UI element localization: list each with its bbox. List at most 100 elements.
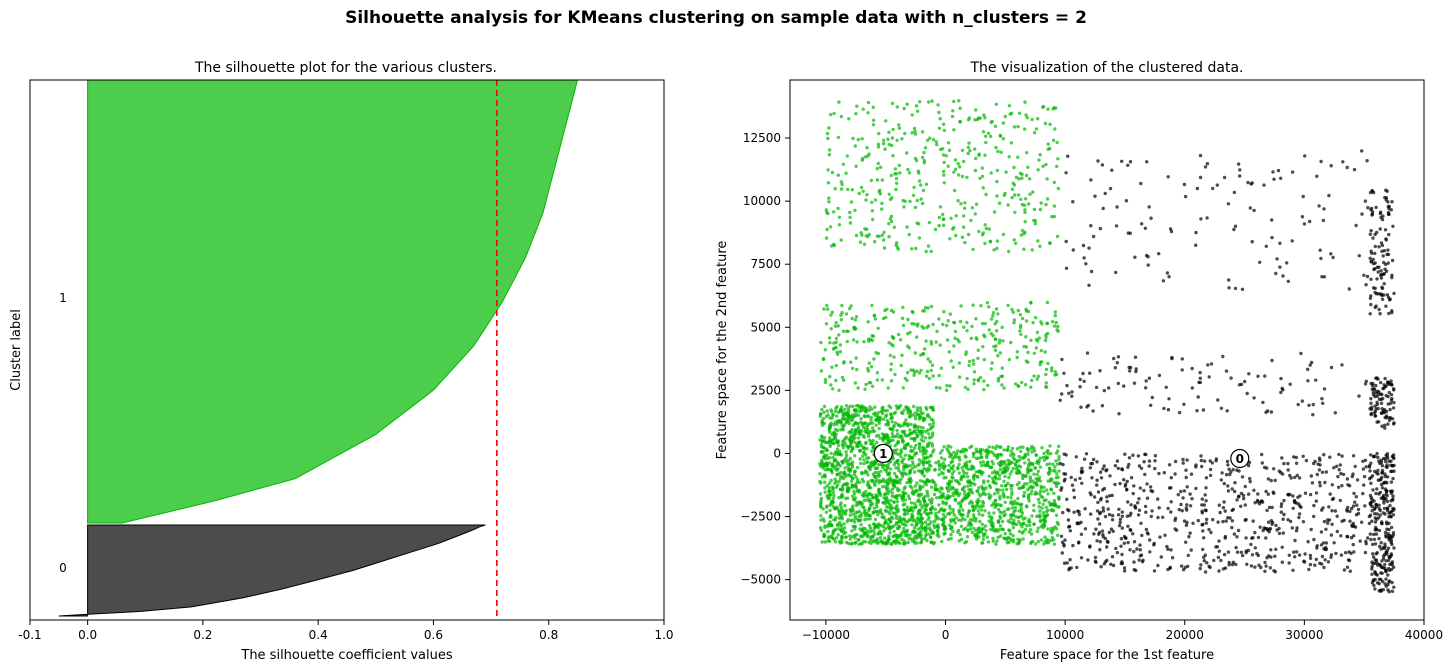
scatter-point-cluster-0	[1269, 555, 1273, 559]
scatter-point-cluster-0	[1147, 205, 1151, 209]
scatter-point-cluster-1	[941, 169, 946, 174]
scatter-point-cluster-0	[1184, 475, 1188, 480]
scatter-point-cluster-1	[952, 469, 956, 473]
scatter-point-cluster-0	[1223, 509, 1227, 513]
scatter-point-cluster-0	[1073, 478, 1078, 482]
scatter-point-cluster-1	[865, 193, 869, 197]
scatter-point-cluster-1	[949, 445, 953, 449]
scatter-point-cluster-1	[865, 227, 869, 231]
scatter-point-cluster-1	[925, 522, 930, 527]
scatter-point-cluster-0	[1139, 553, 1144, 557]
scatter-point-cluster-0	[1297, 553, 1302, 557]
scatter-point-cluster-1	[956, 449, 960, 453]
scatter-point-cluster-1	[852, 492, 857, 496]
scatter-point-cluster-1	[861, 505, 865, 509]
scatter-point-cluster-1	[850, 541, 855, 545]
scatter-point-cluster-1	[864, 198, 868, 202]
scatter-point-cluster-1	[946, 512, 950, 516]
scatter-point-cluster-1	[899, 363, 903, 368]
scatter-point-cluster-1	[874, 497, 879, 501]
scatter-point-cluster-1	[1025, 151, 1029, 155]
scatter-point-cluster-0	[1120, 514, 1125, 518]
scatter-point-cluster-0	[1253, 501, 1257, 505]
scatter-point-cluster-1	[871, 105, 875, 110]
scatter-point-cluster-1	[874, 423, 878, 427]
scatter-point-cluster-0	[1335, 464, 1339, 468]
scatter-point-cluster-1	[1013, 241, 1018, 245]
scatter-point-cluster-1	[953, 479, 958, 483]
scatter-point-cluster-0	[1180, 357, 1185, 361]
scatter-point-cluster-0	[1366, 536, 1370, 540]
scatter-point-cluster-1	[1006, 445, 1011, 449]
scatter-point-cluster-0	[1358, 539, 1362, 543]
scatter-point-cluster-0	[1236, 162, 1241, 166]
scatter-point-cluster-1	[1052, 204, 1057, 208]
silhouette-x-tick-label: 0.6	[424, 628, 443, 642]
scatter-point-cluster-0	[1365, 159, 1369, 163]
scatter-point-cluster-1	[941, 153, 946, 157]
scatter-point-cluster-1	[963, 454, 967, 458]
scatter-point-cluster-0	[1195, 409, 1199, 413]
scatter-point-cluster-1	[893, 167, 898, 171]
scatter-point-cluster-0	[1389, 480, 1394, 484]
scatter-point-cluster-0	[1292, 550, 1296, 554]
scatter-point-cluster-1	[950, 479, 954, 483]
scatter-point-cluster-1	[822, 436, 827, 440]
scatter-point-cluster-1	[885, 307, 889, 311]
scatter-point-cluster-0	[1382, 282, 1386, 286]
scatter-point-cluster-1	[1038, 153, 1042, 157]
scatter-point-cluster-1	[871, 472, 876, 476]
scatter-point-cluster-0	[1179, 502, 1183, 507]
scatter-point-cluster-1	[863, 387, 867, 391]
scatter-point-cluster-0	[1248, 479, 1252, 484]
scatter-point-cluster-1	[870, 200, 874, 204]
scatter-point-cluster-1	[957, 375, 962, 379]
scatter-point-cluster-0	[1173, 472, 1177, 476]
scatter-point-cluster-0	[1335, 529, 1340, 534]
scatter-point-cluster-1	[933, 483, 938, 487]
scatter-point-cluster-1	[1030, 378, 1034, 383]
scatter-point-cluster-0	[1381, 396, 1385, 401]
scatter-point-cluster-0	[1271, 170, 1275, 174]
scatter-point-cluster-1	[962, 489, 967, 493]
scatter-point-cluster-0	[1149, 403, 1153, 407]
scatter-point-cluster-1	[877, 490, 882, 495]
scatter-point-cluster-1	[983, 116, 987, 120]
scatter-point-cluster-0	[1060, 540, 1065, 544]
scatter-point-cluster-1	[1056, 324, 1060, 329]
scatter-point-cluster-1	[979, 455, 983, 459]
scatter-point-cluster-0	[1378, 490, 1383, 495]
scatter-point-cluster-0	[1361, 459, 1365, 463]
scatter-point-cluster-1	[977, 229, 981, 234]
scatter-point-cluster-1	[898, 171, 902, 175]
scatter-point-cluster-1	[1042, 498, 1046, 503]
scatter-point-cluster-0	[1149, 216, 1153, 220]
scatter-point-cluster-0	[1272, 467, 1276, 471]
scatter-point-cluster-1	[819, 518, 823, 522]
scatter-point-cluster-1	[922, 474, 926, 478]
scatter-point-cluster-0	[1371, 454, 1376, 458]
scatter-point-cluster-1	[920, 505, 924, 510]
scatter-point-cluster-0	[1265, 466, 1269, 470]
scatter-point-cluster-1	[921, 526, 925, 531]
scatter-point-cluster-1	[915, 481, 919, 485]
scatter-point-cluster-1	[1041, 104, 1046, 109]
scatter-point-cluster-0	[1261, 528, 1265, 533]
scatter-point-cluster-0	[1297, 515, 1301, 520]
scatter-point-cluster-0	[1369, 412, 1373, 417]
scatter-point-cluster-0	[1110, 168, 1114, 172]
scatter-point-cluster-1	[915, 541, 919, 545]
scatter-point-cluster-1	[1011, 533, 1015, 538]
scatter-point-cluster-1	[1003, 484, 1008, 488]
scatter-point-cluster-0	[1256, 553, 1261, 558]
scatter-point-cluster-1	[1027, 462, 1031, 467]
scatter-point-cluster-0	[1145, 482, 1149, 486]
scatter-point-cluster-1	[924, 339, 928, 343]
scatter-point-cluster-1	[1048, 241, 1052, 245]
scatter-point-cluster-1	[1054, 106, 1058, 110]
scatter-point-cluster-1	[1022, 247, 1026, 251]
scatter-point-cluster-1	[1016, 496, 1020, 501]
scatter-point-cluster-1	[917, 508, 921, 512]
scatter-point-cluster-1	[1033, 542, 1038, 546]
scatter-point-cluster-1	[912, 446, 917, 450]
